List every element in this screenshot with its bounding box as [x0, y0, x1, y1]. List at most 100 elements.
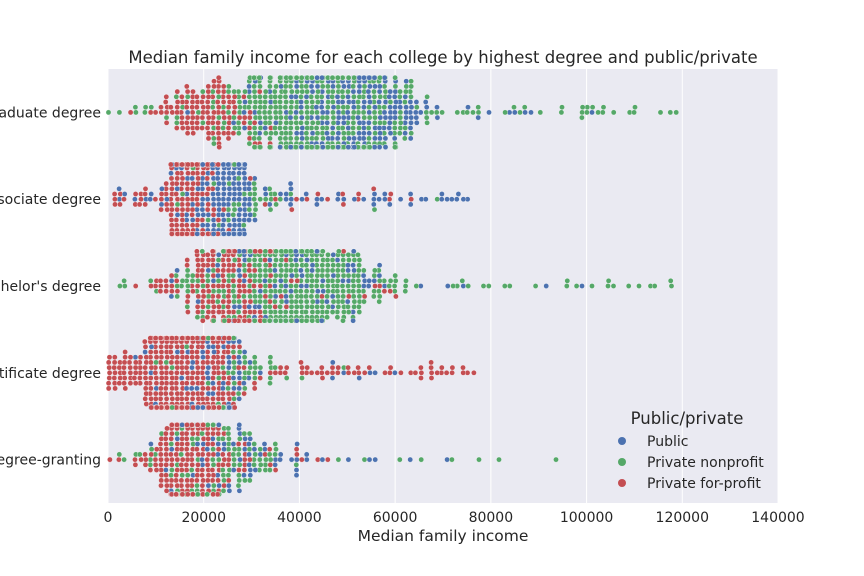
data-point	[158, 472, 165, 478]
data-point	[142, 385, 149, 392]
data-point	[211, 135, 217, 142]
data-point	[226, 436, 232, 442]
data-point	[205, 364, 212, 371]
data-point	[236, 422, 243, 428]
data-point	[169, 288, 175, 294]
data-point	[381, 288, 388, 294]
data-point	[309, 278, 315, 284]
data-point	[158, 404, 165, 411]
data-point	[211, 83, 217, 90]
data-point	[407, 201, 414, 208]
data-point	[210, 272, 217, 279]
data-point	[283, 272, 289, 279]
data-point	[299, 370, 305, 376]
data-point	[330, 262, 336, 268]
data-point	[372, 83, 378, 90]
data-point	[106, 354, 113, 360]
data-point	[112, 370, 118, 376]
data-point	[668, 283, 675, 289]
data-point	[283, 191, 289, 197]
data-point	[220, 196, 227, 202]
data-point	[189, 375, 195, 381]
data-point	[345, 74, 352, 81]
data-point	[230, 272, 236, 279]
data-point	[220, 99, 227, 105]
data-point	[163, 180, 169, 187]
data-point	[278, 267, 285, 274]
data-point	[428, 359, 434, 366]
data-point	[153, 390, 159, 397]
data-point	[564, 278, 571, 284]
data-point	[236, 370, 243, 376]
data-point	[360, 288, 367, 294]
data-point	[376, 125, 383, 131]
data-point	[361, 370, 368, 376]
data-point	[267, 380, 273, 386]
data-point	[388, 191, 394, 197]
data-point	[303, 293, 309, 300]
data-point	[195, 404, 201, 411]
data-point	[189, 380, 196, 386]
data-point	[225, 104, 232, 110]
data-point	[210, 262, 216, 268]
data-point	[127, 354, 134, 360]
data-point	[215, 272, 221, 279]
data-point	[309, 257, 315, 263]
data-point	[289, 272, 295, 279]
data-point	[454, 109, 461, 116]
data-point	[174, 99, 181, 105]
data-point	[256, 278, 263, 284]
category-label: Graduate degree	[0, 105, 101, 121]
data-point	[439, 109, 445, 116]
data-point	[204, 349, 211, 355]
data-point	[361, 144, 367, 150]
data-point	[272, 99, 278, 105]
data-point	[216, 144, 222, 150]
data-point	[257, 446, 263, 452]
data-point	[189, 212, 195, 218]
data-point	[132, 354, 139, 360]
data-point	[294, 451, 300, 458]
data-point	[199, 430, 205, 437]
data-point	[158, 206, 164, 213]
data-point	[344, 298, 351, 305]
data-point	[512, 109, 518, 116]
data-point	[230, 120, 237, 126]
data-point	[137, 354, 144, 360]
data-point	[267, 370, 274, 376]
data-point	[184, 83, 190, 90]
data-point	[195, 262, 201, 268]
data-point	[132, 191, 139, 197]
data-point	[194, 201, 201, 208]
data-point	[402, 99, 408, 105]
data-point	[215, 359, 221, 366]
data-point	[330, 114, 337, 121]
data-point	[220, 170, 227, 176]
data-point	[309, 267, 315, 274]
data-point	[434, 370, 440, 376]
data-point	[299, 456, 305, 463]
data-point	[298, 144, 305, 150]
data-point	[303, 309, 309, 315]
data-point	[157, 278, 164, 284]
data-point	[230, 180, 237, 187]
data-point	[179, 125, 186, 131]
data-point	[116, 451, 123, 458]
data-point	[325, 262, 331, 268]
data-point	[318, 196, 325, 202]
data-point	[221, 186, 227, 192]
data-point	[330, 104, 337, 110]
data-point	[350, 125, 356, 131]
data-point	[277, 99, 283, 105]
data-point	[424, 94, 430, 100]
data-point	[313, 283, 320, 289]
data-point	[277, 191, 284, 197]
data-point	[173, 191, 179, 197]
data-point	[319, 375, 326, 381]
data-point	[299, 317, 305, 324]
data-point	[579, 283, 585, 289]
data-point	[241, 380, 247, 386]
data-point	[132, 196, 138, 202]
data-point	[325, 99, 331, 105]
data-point	[391, 135, 398, 142]
